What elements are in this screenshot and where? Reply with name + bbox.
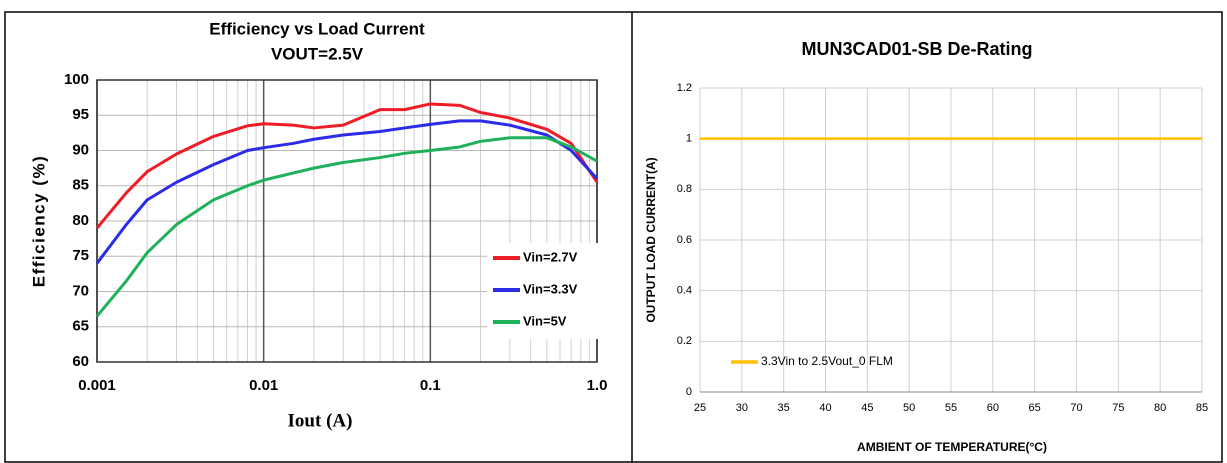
- legend-label: Vin=3.3V: [523, 281, 578, 296]
- x-tick-label: 25: [694, 402, 706, 414]
- y-tick-label: 0.4: [677, 285, 692, 297]
- x-tick-label: 40: [819, 402, 831, 414]
- x-tick-label: 85: [1196, 402, 1208, 414]
- series-line: [95, 136, 598, 318]
- x-tick-label: 0.01: [249, 377, 278, 394]
- y-tick-label: 0: [686, 386, 692, 398]
- y-axis-label: OUTPUT LOAD CURRENT(A): [644, 157, 658, 322]
- y-axis-label: Efficiency (%): [29, 155, 48, 287]
- legend-label: 3.3Vin to 2.5Vout_0 FLM: [761, 354, 893, 368]
- y-tick-label: 70: [72, 282, 89, 299]
- x-tick-label: 65: [1029, 402, 1041, 414]
- x-tick-label: 0.1: [420, 377, 441, 394]
- x-axis-label: Iout (A): [288, 410, 353, 431]
- x-tick-label: 35: [778, 402, 790, 414]
- chart-subtitle: VOUT=2.5V: [271, 44, 364, 63]
- y-tick-label: 1.2: [677, 82, 692, 94]
- x-tick-label: 0.001: [78, 377, 116, 394]
- x-tick-label: 60: [987, 402, 999, 414]
- plot-frame: [96, 79, 598, 363]
- chart-title: MUN3CAD01-SB De-Rating: [801, 39, 1032, 59]
- y-tick-label: 85: [72, 177, 89, 194]
- legend-label: Vin=2.7V: [523, 249, 578, 264]
- x-tick-label: 50: [903, 402, 915, 414]
- x-tick-label: 70: [1070, 402, 1082, 414]
- x-tick-label: 30: [736, 402, 748, 414]
- y-tick-label: 90: [72, 141, 89, 158]
- y-tick-label: 80: [72, 212, 89, 229]
- x-tick-label: 1.0: [587, 377, 608, 394]
- y-tick-label: 75: [72, 247, 89, 264]
- series-line: [95, 102, 599, 230]
- y-tick-label: 60: [72, 353, 89, 370]
- legend-label: Vin=5V: [523, 313, 567, 328]
- table-border: [4, 11, 1223, 463]
- y-tick-label: 1: [686, 133, 692, 145]
- y-tick-label: 0.2: [677, 335, 692, 347]
- y-tick-label: 100: [64, 71, 89, 88]
- y-tick-label: 95: [72, 106, 89, 123]
- y-tick-label: 0.8: [677, 183, 692, 195]
- series-line: [95, 119, 599, 265]
- x-tick-label: 45: [861, 402, 873, 414]
- y-tick-label: 65: [72, 318, 89, 335]
- chart-title: Efficiency vs Load Current: [209, 19, 425, 38]
- x-tick-label: 80: [1154, 402, 1166, 414]
- x-tick-label: 75: [1112, 402, 1124, 414]
- x-tick-label: 55: [945, 402, 957, 414]
- x-axis-label: AMBIENT OF TEMPERATURE(°C): [857, 440, 1047, 454]
- y-tick-label: 0.6: [677, 234, 692, 246]
